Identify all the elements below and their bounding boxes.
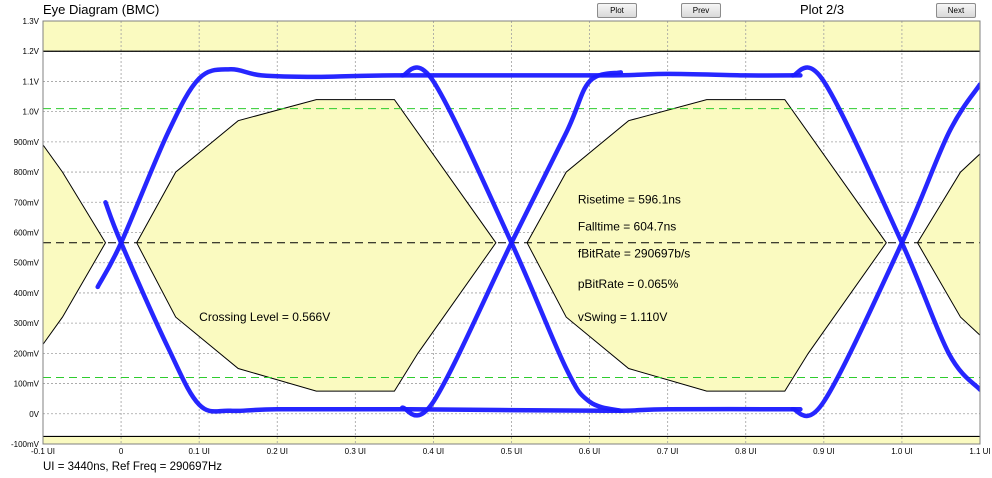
- y-tick-label: 800mV: [14, 168, 40, 177]
- x-tick-labels: -0.1 UI 0 0.1 UI 0.2 UI 0.3 UI 0.4 UI 0.5 UI 0.…: [31, 447, 991, 456]
- plot-button[interactable]: Plot: [597, 3, 637, 18]
- next-button[interactable]: Next: [936, 3, 976, 18]
- annotation-text: Risetime = 596.1ns: [578, 192, 681, 206]
- eye-trace-1: [103, 200, 803, 414]
- eye-mask-0: [43, 144, 107, 346]
- eye-mask-2: [526, 99, 887, 392]
- annotations: Crossing Level = 0.566V Risetime = 596.1n…: [199, 192, 690, 324]
- y-tick-label: 400mV: [14, 289, 40, 298]
- eye-mask-3: [916, 153, 980, 336]
- prev-button[interactable]: Prev: [681, 3, 721, 18]
- y-tick-label: 1.0V: [23, 108, 40, 117]
- x-tick-label: 0.2 UI: [267, 447, 288, 456]
- y-tick-label: -100mV: [11, 440, 40, 449]
- x-tick-label: 0.7 UI: [657, 447, 678, 456]
- y-tick-label: 0V: [29, 410, 39, 419]
- y-tick-label: 200mV: [14, 349, 40, 358]
- y-tick-label: 900mV: [14, 138, 40, 147]
- y-tick-label: 100mV: [14, 380, 40, 389]
- eye-trace-5: [790, 82, 980, 419]
- plot-indicator: Plot 2/3: [800, 2, 845, 17]
- y-tick-label: 300mV: [14, 319, 40, 328]
- eye-trace-2: [399, 65, 624, 414]
- eye-trace-3: [399, 70, 624, 418]
- eye-trace-0: [95, 67, 803, 290]
- eye-mask-1: [136, 99, 497, 392]
- footer-info: UI = 3440ns, Ref Freq = 290697Hz: [43, 461, 222, 473]
- x-tick-label: 0.8 UI: [735, 447, 756, 456]
- annotation-text: pBitRate = 0.065%: [578, 277, 679, 291]
- y-tick-label: 700mV: [14, 198, 40, 207]
- y-tick-label: 1.1V: [23, 77, 40, 86]
- x-tick-label: 0.6 UI: [579, 447, 600, 456]
- x-tick-label: -0.1 UI: [31, 447, 55, 456]
- x-tick-label: 1.1 UI: [969, 447, 990, 456]
- y-tick-label: 1.3V: [23, 17, 40, 26]
- plot-border: [42, 20, 981, 445]
- annotation-text: Crossing Level = 0.566V: [199, 310, 330, 324]
- lower-limit-band: [43, 436, 980, 444]
- chart-title: Eye Diagram (BMC): [43, 2, 160, 17]
- y-tick-label: 600mV: [14, 229, 40, 238]
- annotation-text: vSwing = 1.110V: [578, 310, 668, 324]
- eye-traces: [95, 65, 980, 419]
- y-tick-labels: 1.3V 1.2V 1.1V 1.0V 900mV 800mV 700mV 600mV 500m…: [11, 17, 40, 449]
- x-tick-label: 0: [119, 447, 124, 456]
- eye-masks: [43, 99, 980, 392]
- annotation-text: Falltime = 604.7ns: [578, 219, 676, 233]
- y-tick-label: 500mV: [14, 259, 40, 268]
- x-tick-label: 0.5 UI: [501, 447, 522, 456]
- x-tick-label: 0.9 UI: [813, 447, 834, 456]
- x-tick-label: 0.4 UI: [423, 447, 444, 456]
- y-tick-label: 1.2V: [23, 47, 40, 56]
- annotation-text: fBitRate = 290697b/s: [578, 247, 690, 261]
- x-tick-label: 0.1 UI: [188, 447, 209, 456]
- x-tick-label: 1.0 UI: [891, 447, 912, 456]
- eye-trace-4: [790, 65, 980, 392]
- x-tick-label: 0.3 UI: [345, 447, 366, 456]
